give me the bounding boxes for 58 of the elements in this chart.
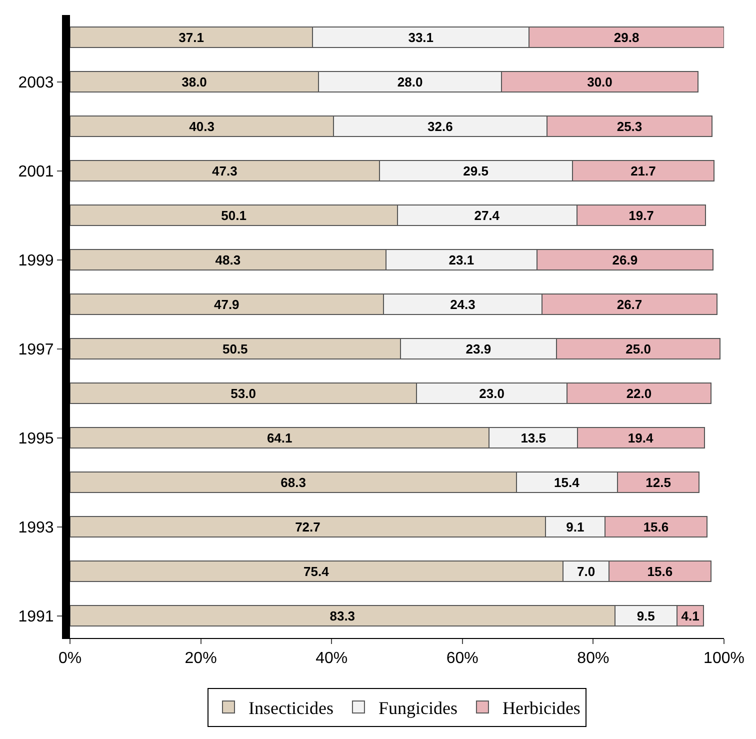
- data-label: 26.7: [616, 296, 642, 312]
- data-label: 23.1: [448, 252, 474, 268]
- data-label: 64.1: [266, 430, 292, 446]
- data-label: 27.4: [474, 208, 500, 223]
- data-label: 28.0: [397, 74, 423, 90]
- data-label: 40.3: [189, 118, 214, 134]
- legend-label: Insecticides: [248, 698, 334, 718]
- data-label: 15.6: [643, 519, 669, 534]
- data-label: 19.4: [628, 430, 654, 446]
- legend-label: Fungicides: [378, 698, 458, 718]
- x-tick-label: 20%: [184, 650, 217, 668]
- data-label: 48.3: [215, 252, 241, 268]
- y-tick-label: 1997: [18, 341, 54, 358]
- data-label: 9.5: [636, 608, 655, 624]
- data-label: 23.9: [466, 341, 492, 356]
- data-label: 15.4: [554, 474, 580, 490]
- x-tick-label: 100%: [704, 650, 744, 668]
- data-label: 25.0: [626, 341, 651, 356]
- data-label: 4.1: [681, 608, 700, 624]
- data-label: 50.1: [221, 208, 246, 223]
- data-label: 83.3: [330, 608, 356, 624]
- data-label: 29.8: [614, 30, 640, 45]
- data-label: 23.0: [479, 386, 504, 401]
- y-tick-label: 1999: [18, 252, 54, 270]
- data-label: 19.7: [628, 208, 654, 223]
- x-tick-label: 60%: [446, 650, 478, 668]
- data-label: 32.6: [428, 118, 453, 134]
- data-label: 13.5: [520, 430, 546, 446]
- data-label: 15.6: [647, 564, 673, 579]
- legend-label: Herbicides: [502, 698, 580, 718]
- data-label: 24.3: [450, 296, 476, 312]
- data-label: 21.7: [630, 163, 656, 178]
- data-label: 47.9: [214, 296, 240, 312]
- data-label: 72.7: [295, 519, 320, 534]
- data-label: 26.9: [612, 252, 638, 268]
- data-label: 38.0: [182, 74, 207, 90]
- data-label: 75.4: [304, 564, 330, 579]
- data-label: 53.0: [230, 386, 256, 401]
- data-label: 12.5: [646, 474, 671, 490]
- y-tick-label: 1993: [18, 519, 54, 536]
- x-tick-label: 40%: [316, 650, 348, 668]
- data-label: 33.1: [408, 30, 434, 45]
- y-tick-label: 2003: [18, 74, 54, 92]
- x-tick-label: 0%: [58, 650, 82, 668]
- data-label: 7.0: [576, 564, 596, 579]
- y-tick-label: 1991: [18, 608, 54, 626]
- data-label: 25.3: [616, 118, 642, 134]
- data-label: 30.0: [587, 74, 612, 90]
- data-label: 22.0: [626, 386, 652, 401]
- data-label: 37.1: [178, 30, 204, 45]
- y-tick-label: 1995: [18, 430, 54, 448]
- data-label: 47.3: [212, 163, 238, 178]
- data-label: 29.5: [463, 163, 488, 178]
- x-tick-label: 80%: [577, 650, 610, 668]
- data-label: 50.5: [222, 341, 248, 356]
- y-tick-label: 2001: [18, 163, 54, 180]
- data-label: 68.3: [280, 474, 306, 490]
- data-label: 9.1: [566, 519, 584, 534]
